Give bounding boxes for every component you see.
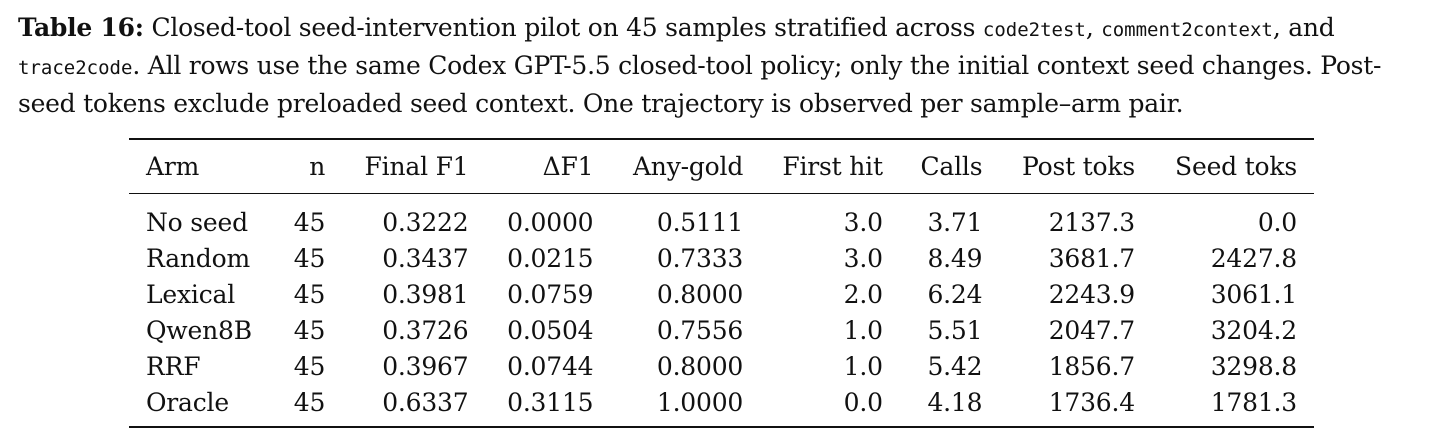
caption-code-code2test: code2test — [982, 19, 1086, 41]
cell-post-toks: 1736.4 — [999, 384, 1152, 428]
table-row: No seed 45 0.3222 0.0000 0.5111 3.0 3.71… — [129, 194, 1314, 241]
caption-text-2: . All rows use the same Codex GPT-5.5 cl… — [18, 51, 1382, 118]
header-post-toks: Post toks — [999, 138, 1152, 194]
cell-first-hit: 2.0 — [843, 279, 883, 309]
caption-code-trace2code: trace2code — [18, 57, 133, 79]
cell-seed-toks: 0.0 — [1257, 207, 1297, 237]
cell-post-toks: 2137.3 — [1048, 207, 1135, 237]
header-arm: Arm — [129, 138, 275, 194]
cell-seed-toks: 2427.8 — [1210, 243, 1297, 273]
cell-calls: 8.49 — [927, 243, 983, 273]
cell-delta-f1: 0.0504 — [507, 315, 594, 345]
header-any-gold: Any-gold — [610, 138, 761, 194]
table-row: Oracle 45 0.6337 0.3115 1.0000 0.0 4.18 … — [129, 384, 1314, 428]
cell-n: 45 — [293, 279, 326, 309]
cell-n: 45 — [293, 315, 326, 345]
cell-delta-f1: 0.0744 — [507, 351, 594, 381]
cell-first-hit: 0.0 — [760, 384, 900, 428]
cell-first-hit: 3.0 — [843, 207, 883, 237]
cell-first-hit: 1.0 — [843, 351, 883, 381]
cell-first-hit: 1.0 — [843, 315, 883, 345]
cell-any-gold: 0.8000 — [656, 351, 744, 381]
cell-calls: 3.71 — [927, 207, 983, 237]
cell-arm: Qwen8B — [146, 315, 252, 345]
cell-final-f1: 0.3222 — [382, 207, 469, 237]
header-row: Arm n Final F1 ΔF1 Any-gold First hit Ca… — [129, 138, 1314, 194]
cell-final-f1: 0.6337 — [342, 384, 486, 428]
table-header: Arm n Final F1 ΔF1 Any-gold First hit Ca… — [129, 138, 1314, 194]
table-row: Lexical 45 0.3981 0.0759 0.8000 2.0 6.24… — [129, 276, 1314, 312]
header-calls: Calls — [899, 138, 1000, 194]
caption-separator-2: , and — [1272, 13, 1335, 42]
cell-calls: 6.24 — [927, 279, 983, 309]
caption-code-comment2context: comment2context — [1101, 19, 1273, 41]
table-body: No seed 45 0.3222 0.0000 0.5111 3.0 3.71… — [129, 194, 1314, 428]
header-n: n — [274, 138, 343, 194]
cell-calls: 5.51 — [927, 315, 983, 345]
cell-delta-f1: 0.0759 — [507, 279, 594, 309]
cell-arm: Random — [146, 243, 250, 273]
cell-arm: No seed — [146, 207, 248, 237]
cell-final-f1: 0.3726 — [382, 315, 469, 345]
cell-arm: Lexical — [146, 279, 235, 309]
cell-post-toks: 2047.7 — [1048, 315, 1135, 345]
cell-n: 45 — [293, 351, 326, 381]
cell-any-gold: 0.7556 — [656, 315, 744, 345]
caption-label: Table 16: — [18, 13, 144, 42]
cell-first-hit: 3.0 — [843, 243, 883, 273]
header-seed-toks: Seed toks — [1151, 138, 1314, 194]
table-row: Qwen8B 45 0.3726 0.0504 0.7556 1.0 5.51 … — [129, 312, 1314, 348]
cell-calls: 5.42 — [927, 351, 983, 381]
cell-seed-toks: 3298.8 — [1210, 351, 1297, 381]
caption-text-1: Closed-tool seed-intervention pilot on 4… — [143, 13, 983, 42]
cell-n: 45 — [274, 384, 343, 428]
cell-any-gold: 0.5111 — [656, 207, 744, 237]
header-delta-f1: ΔF1 — [485, 138, 611, 194]
cell-any-gold: 0.7333 — [656, 243, 744, 273]
cell-any-gold: 1.0000 — [610, 384, 761, 428]
cell-delta-f1: 0.3115 — [485, 384, 611, 428]
cell-any-gold: 0.8000 — [656, 279, 744, 309]
table-row: RRF 45 0.3967 0.0744 0.8000 1.0 5.42 185… — [129, 348, 1314, 384]
header-first-hit: First hit — [760, 138, 900, 194]
table-caption: Table 16: Closed-tool seed-intervention … — [18, 10, 1423, 122]
caption-separator-1: , — [1085, 13, 1102, 42]
cell-calls: 4.18 — [899, 384, 1000, 428]
cell-delta-f1: 0.0215 — [507, 243, 594, 273]
cell-post-toks: 3681.7 — [1048, 243, 1135, 273]
cell-final-f1: 0.3437 — [382, 243, 469, 273]
cell-seed-toks: 3204.2 — [1210, 315, 1297, 345]
table-row: Random 45 0.3437 0.0215 0.7333 3.0 8.49 … — [129, 240, 1314, 276]
cell-arm: Oracle — [129, 384, 275, 428]
cell-post-toks: 1856.7 — [1048, 351, 1135, 381]
cell-delta-f1: 0.0000 — [507, 207, 594, 237]
cell-arm: RRF — [146, 351, 201, 381]
results-table: Arm n Final F1 ΔF1 Any-gold First hit Ca… — [129, 138, 1314, 428]
cell-post-toks: 2243.9 — [1048, 279, 1135, 309]
cell-final-f1: 0.3981 — [382, 279, 469, 309]
cell-seed-toks: 1781.3 — [1151, 384, 1314, 428]
cell-seed-toks: 3061.1 — [1210, 279, 1297, 309]
cell-n: 45 — [293, 207, 326, 237]
cell-n: 45 — [293, 243, 326, 273]
cell-final-f1: 0.3967 — [382, 351, 469, 381]
header-final-f1: Final F1 — [342, 138, 486, 194]
